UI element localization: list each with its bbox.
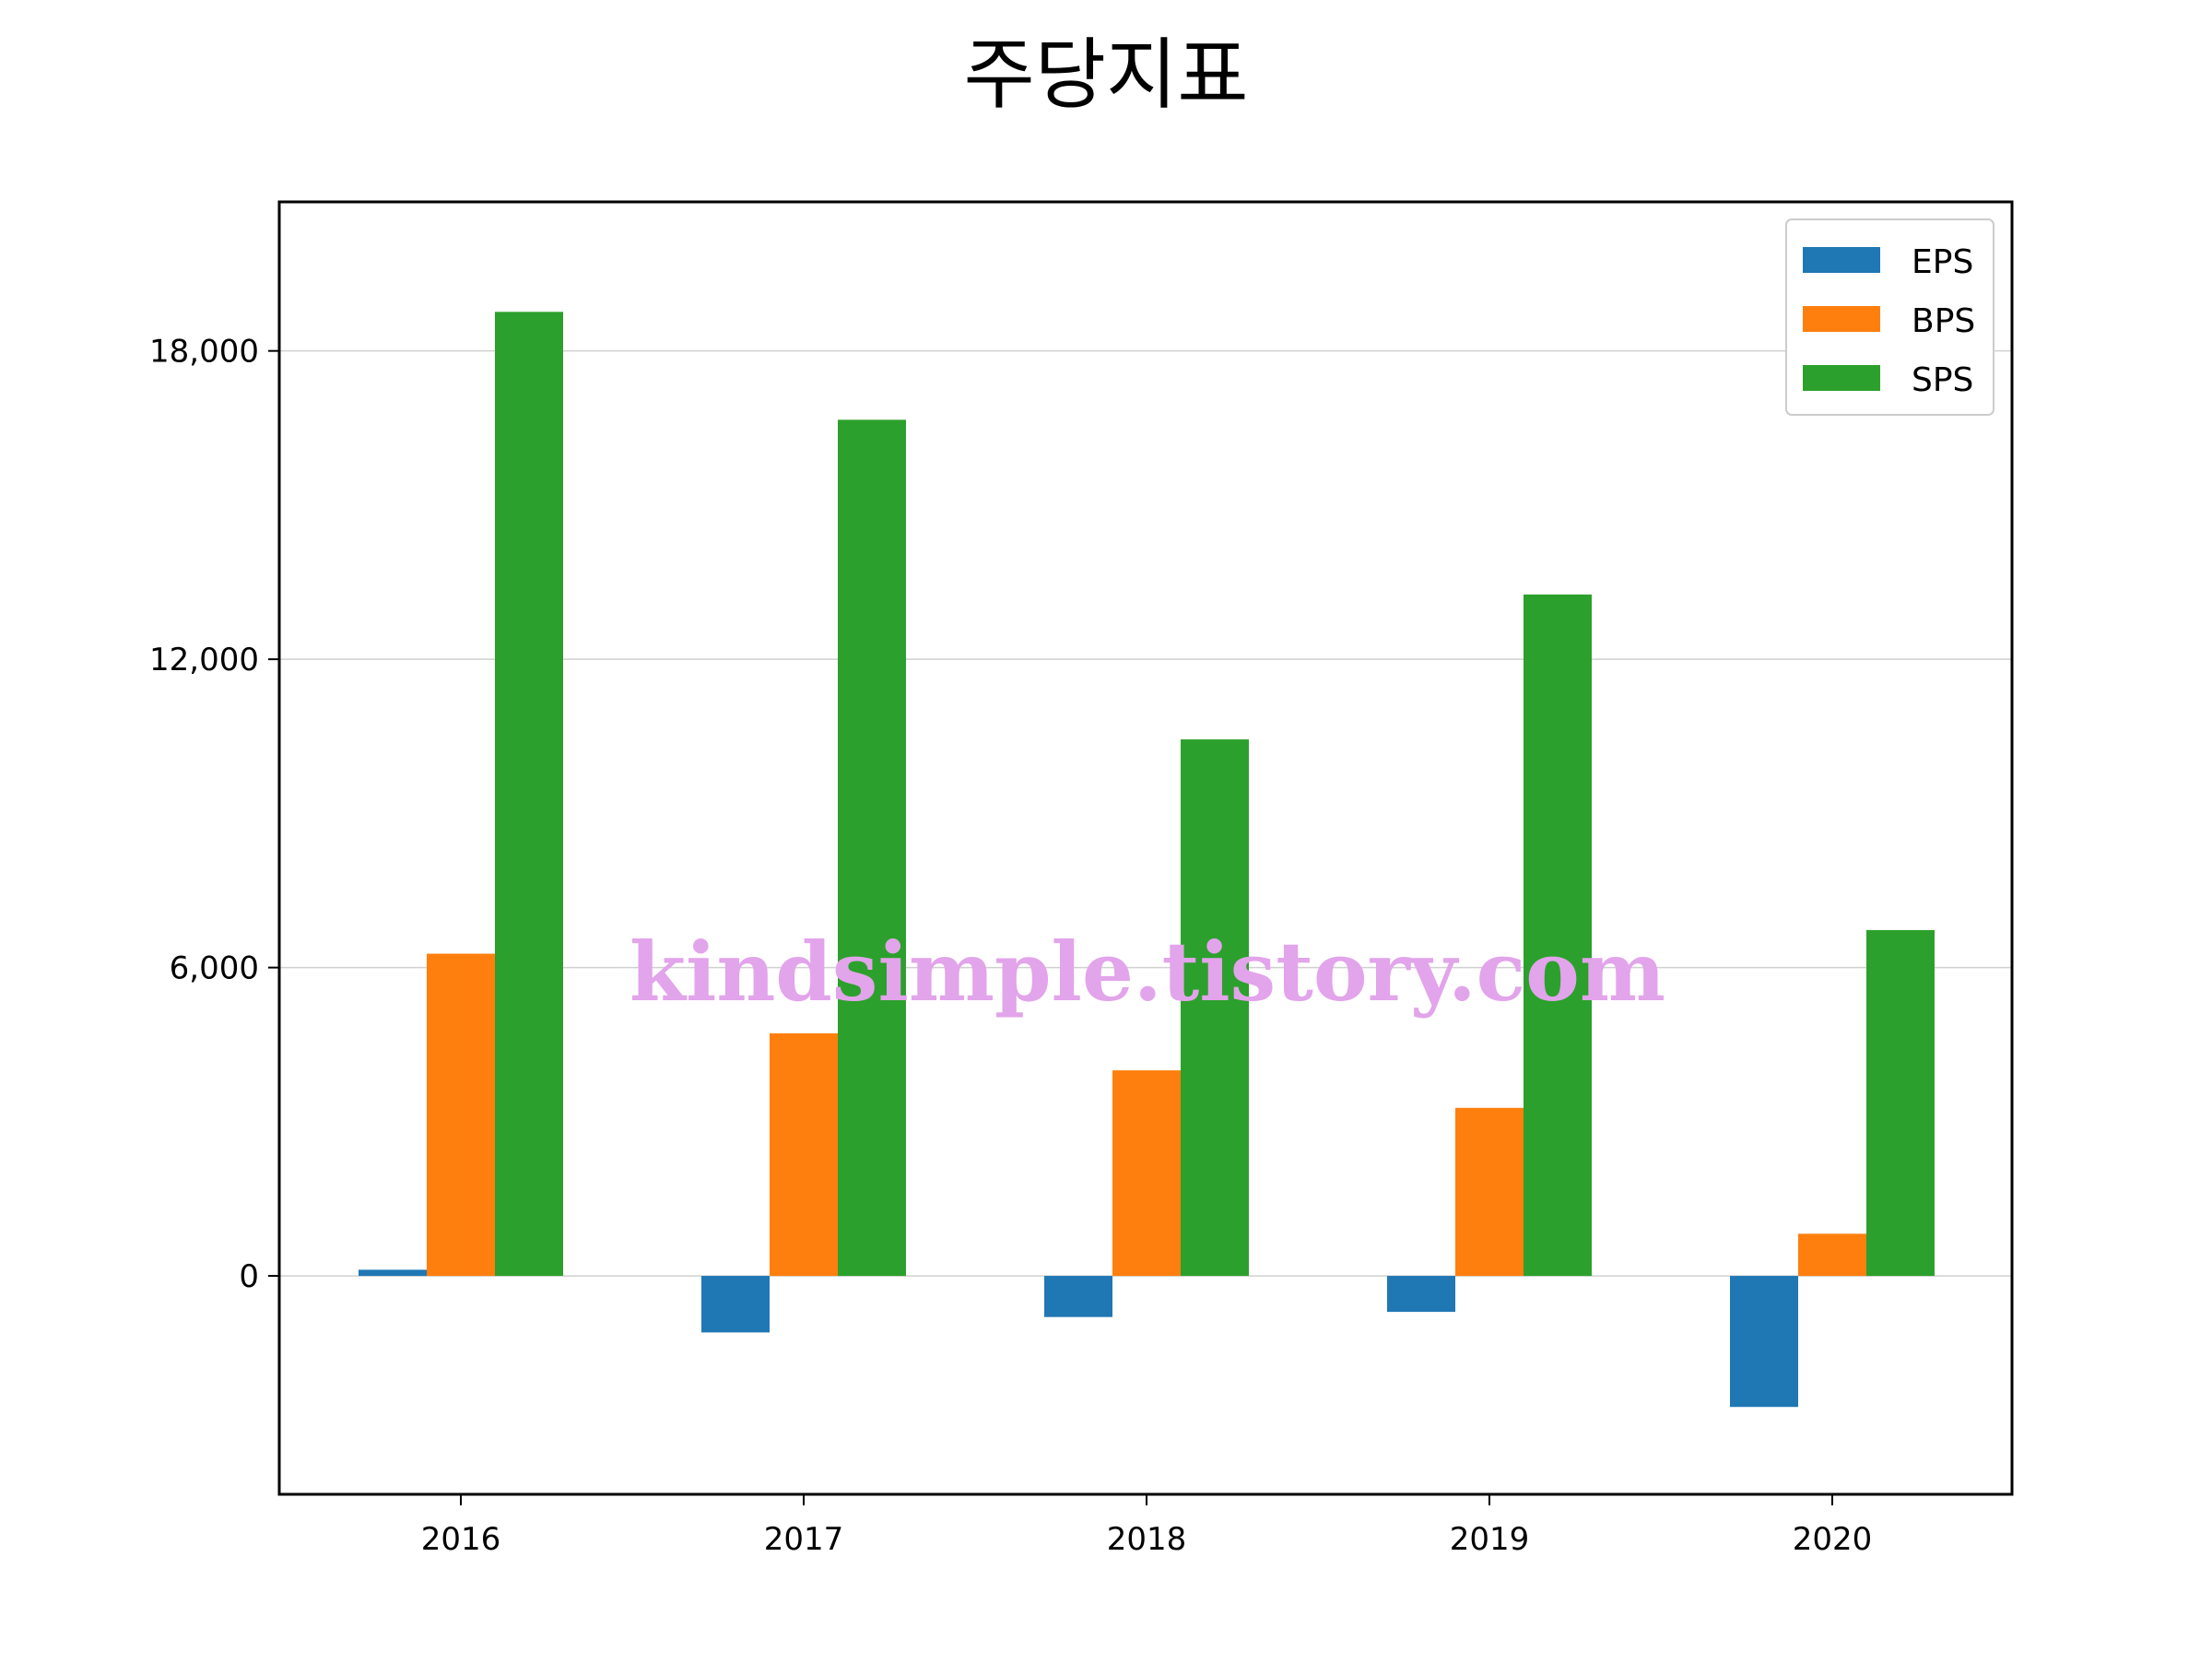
bar-sps-2016 (495, 312, 563, 1277)
bar-eps-2017 (701, 1276, 770, 1333)
chart-title: 주당지표 (963, 29, 1249, 120)
legend-swatch-sps (1803, 365, 1880, 391)
bar-bps-2016 (427, 953, 495, 1277)
bar-eps-2019 (1387, 1276, 1455, 1313)
x-tick-label: 2017 (764, 1521, 844, 1558)
x-tick-label: 2018 (1107, 1521, 1187, 1558)
bar-sps-2017 (838, 419, 906, 1277)
bar-sps-2020 (1866, 929, 1935, 1277)
x-tick-label: 2016 (421, 1521, 501, 1558)
bar-bps-2017 (770, 1032, 838, 1277)
legend-swatch-eps (1803, 247, 1880, 273)
y-tick-label: 18,000 (149, 334, 259, 371)
y-tick-label: 12,000 (149, 642, 259, 678)
watermark: kindsimple.tistory.com (629, 924, 1665, 1020)
y-tick-label: 6,000 (170, 950, 259, 987)
bar-bps-2020 (1798, 1233, 1866, 1277)
bar-bps-2018 (1112, 1070, 1181, 1277)
legend-label-eps: EPS (1912, 243, 1973, 281)
bar-eps-2018 (1044, 1276, 1112, 1317)
bar-eps-2020 (1730, 1276, 1798, 1408)
legend-label-sps: SPS (1912, 361, 1973, 399)
bar-eps-2016 (359, 1269, 427, 1277)
x-tick-label: 2020 (1793, 1521, 1873, 1558)
legend-swatch-bps (1803, 306, 1880, 332)
x-tick-label: 2019 (1450, 1521, 1530, 1558)
bar-bps-2019 (1455, 1107, 1524, 1277)
y-tick-label: 0 (239, 1258, 259, 1295)
bar-sps-2019 (1524, 594, 1592, 1277)
bar-sps-2018 (1181, 739, 1249, 1277)
legend-label-bps: BPS (1912, 302, 1975, 340)
